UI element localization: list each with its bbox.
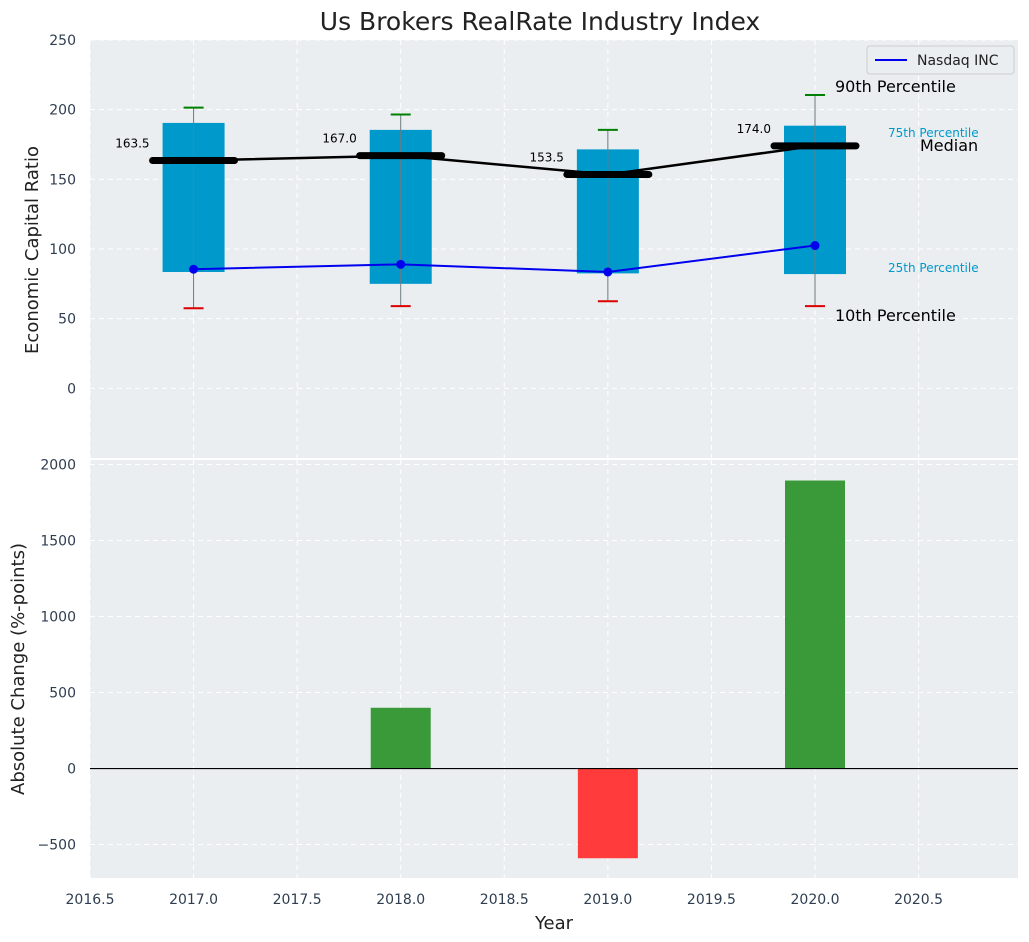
percentile-boxes: [162, 94, 846, 310]
x-tick-label: 2016.5: [66, 892, 115, 908]
x-tick-label: 2020.5: [894, 892, 943, 908]
company-point: [396, 259, 406, 269]
bottom-y-tick-label: 1000: [40, 610, 76, 626]
p75-annotation: 75th Percentile: [888, 126, 979, 140]
x-tick-label: 2018.0: [376, 892, 425, 908]
change-bar: [370, 707, 431, 769]
company-point: [189, 264, 199, 274]
p90-annotation: 90th Percentile: [835, 77, 956, 96]
median-labels: 163.5 167.0 153.5 174.0: [115, 122, 771, 165]
change-bars: [90, 480, 1018, 859]
p25-annotation: 25th Percentile: [888, 261, 979, 275]
company-line: [193, 244, 816, 273]
top-y-tick-label: 200: [49, 103, 76, 119]
top-y-axis-title: Economic Capital Ratio: [22, 146, 43, 354]
median-annotation: Median: [920, 136, 978, 155]
top-panel: 0 50 100 150 200 250 163.5 167.0 153.5 174.0 90t…: [22, 33, 1018, 458]
bottom-y-ticks: −500 0 500 1000 1500 2000: [38, 458, 76, 854]
median-value-label: 167.0: [322, 132, 356, 146]
series-lines: [149, 142, 860, 277]
bottom-y-tick-label: 0: [67, 762, 76, 778]
bottom-y-tick-label: −500: [38, 838, 76, 854]
chart-title: Us Brokers RealRate Industry Index: [320, 7, 760, 36]
median-value-label: 153.5: [529, 150, 563, 164]
bottom-y-tick-label: 1500: [40, 534, 76, 550]
legend-label: Nasdaq INC: [917, 53, 999, 69]
top-y-tick-label: 150: [49, 172, 76, 188]
change-bar: [577, 768, 638, 859]
x-tick-label: 2018.5: [480, 892, 529, 908]
top-y-tick-label: 0: [67, 381, 76, 397]
legend-box: [866, 45, 1015, 75]
x-axis-title: Year: [534, 913, 574, 934]
company-point: [603, 267, 613, 277]
top-y-tick-label: 250: [49, 33, 76, 49]
x-tick-label: 2019.0: [583, 892, 632, 908]
p10-annotation: 10th Percentile: [835, 306, 956, 325]
x-tick-label: 2017.5: [273, 892, 322, 908]
x-tick-label: 2017.0: [169, 892, 218, 908]
median-value-label: 163.5: [115, 137, 149, 151]
percentile-annotations: 90th Percentile 75th Percentile Median 2…: [835, 77, 979, 325]
bottom-y-tick-label: 2000: [40, 458, 76, 474]
x-tick-label: 2019.5: [687, 892, 736, 908]
median-value-label: 174.0: [737, 122, 771, 136]
top-y-ticks: 0 50 100 150 200 250: [49, 33, 76, 397]
top-y-tick-label: 100: [49, 242, 76, 258]
bottom-x-ticks: 2016.5 2017.0 2017.5 2018.0 2018.5 2019.0 2019…: [66, 892, 944, 908]
legend: Nasdaq INC: [866, 45, 1015, 75]
company-point: [810, 241, 820, 251]
bottom-y-tick-label: 500: [49, 686, 76, 702]
change-bar: [785, 480, 845, 769]
median-line: [193, 144, 816, 176]
top-y-tick-label: 50: [58, 312, 76, 328]
bottom-y-axis-title: Absolute Change (%-points): [8, 543, 29, 795]
bottom-plot-area: [90, 460, 1018, 878]
x-tick-label: 2020.0: [791, 892, 840, 908]
